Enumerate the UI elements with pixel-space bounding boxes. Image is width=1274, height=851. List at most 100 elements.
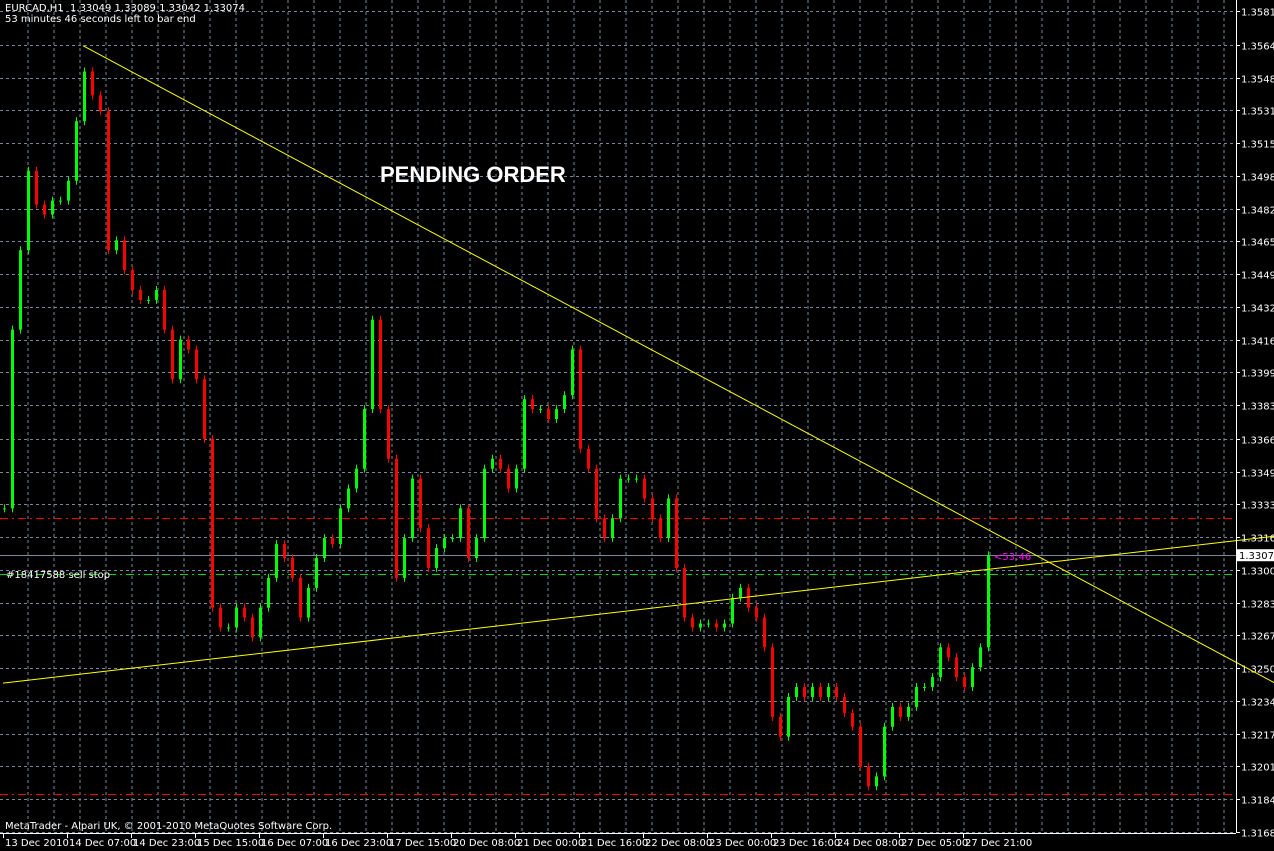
candle [275,544,278,578]
candle [979,647,982,668]
candle [59,200,62,202]
candle [691,617,694,628]
y-tick-label: 1.33495 [1241,469,1274,480]
candle [379,319,382,410]
candle [163,289,166,330]
candle [787,696,790,737]
candle [483,468,486,539]
candle [963,677,966,688]
y-tick-label: 1.32340 [1241,698,1274,709]
candle [859,726,862,767]
candle [899,706,902,717]
x-tick-label: 21 Dec 16:00 [581,838,648,849]
candle [507,468,510,489]
candle [315,558,318,588]
candle [99,95,102,112]
candle [699,623,702,628]
x-tick-label: 21 Dec 00:00 [517,838,584,849]
candle [51,200,54,215]
current-price-label: 1.33074 [1239,551,1274,562]
candle [115,240,118,251]
candle [987,555,990,648]
candle [947,647,950,658]
candle [891,706,894,727]
resistance-trendline [82,45,1274,684]
x-tick-label: 27 Dec 21:00 [965,838,1032,849]
y-tick-label: 1.32670 [1241,632,1274,643]
candle [675,498,678,568]
candle [459,508,462,539]
bar-timer-info: 53 minutes 46 seconds left to bar end [5,14,196,25]
candle [267,577,270,608]
y-tick-label: 1.33830 [1241,402,1274,413]
candle [203,379,206,439]
candle [611,518,614,539]
candle [291,558,294,578]
y-tick-label: 1.35315 [1241,107,1274,118]
candle [819,687,822,697]
candle [427,528,430,568]
candle [123,240,126,271]
candle [867,766,870,787]
x-tick-label: 22 Dec 08:00 [645,838,712,849]
candle [563,395,566,410]
candle [971,667,974,688]
copyright-text: MetaTrader - Alpari UK, © 2001-2010 Meta… [5,821,333,832]
x-tick-label: 13 Dec 2010 [5,838,69,849]
candle [619,478,622,519]
candle [171,329,174,380]
y-tick-label: 1.35645 [1241,42,1274,53]
candle [283,544,286,559]
candle [539,409,542,411]
candle [523,399,526,469]
candle [475,538,478,559]
candle [931,677,934,688]
candle [43,204,46,215]
candle [667,498,670,539]
candle [883,726,886,777]
candle [403,538,406,578]
candle [395,458,398,578]
candle [451,538,454,540]
candle [595,468,598,519]
y-tick-label: 1.35815 [1241,8,1274,19]
order-label: #18417588 sell stop [6,570,111,581]
support-trendline [2,535,1274,684]
candle [467,508,470,559]
y-tick-label: 1.33165 [1241,534,1274,545]
candle [347,488,350,509]
x-tick-label: 23 Dec 00:00 [709,838,776,849]
candle [107,111,110,251]
candle [547,409,550,420]
candle [355,468,358,489]
candle [923,687,926,689]
y-tick-label: 1.34985 [1241,173,1274,184]
x-tick-label: 27 Dec 05:00 [901,838,968,849]
y-tick-label: 1.35150 [1241,140,1274,151]
pending-order-annotation: PENDING ORDER [380,162,566,187]
candle [715,623,718,628]
candle [371,319,374,410]
candle [603,518,606,539]
candle [723,623,726,628]
candle [443,538,446,549]
y-tick-label: 1.34655 [1241,238,1274,249]
bar-countdown: <53:46 [994,552,1032,563]
x-tick-label: 16 Dec 07:00 [261,838,328,849]
candle [211,438,214,608]
candle [3,508,6,510]
candle [435,548,438,568]
candle [627,478,630,480]
candle [11,329,14,509]
candle [243,607,246,618]
y-tick-label: 1.34490 [1241,271,1274,282]
y-tick-label: 1.33000 [1241,567,1274,578]
y-tick-label: 1.32505 [1241,665,1274,676]
y-tick-label: 1.33330 [1241,501,1274,512]
candle [187,339,190,350]
candle [907,706,910,717]
candle [763,617,766,648]
candle [419,478,422,529]
y-tick-label: 1.33660 [1241,436,1274,447]
